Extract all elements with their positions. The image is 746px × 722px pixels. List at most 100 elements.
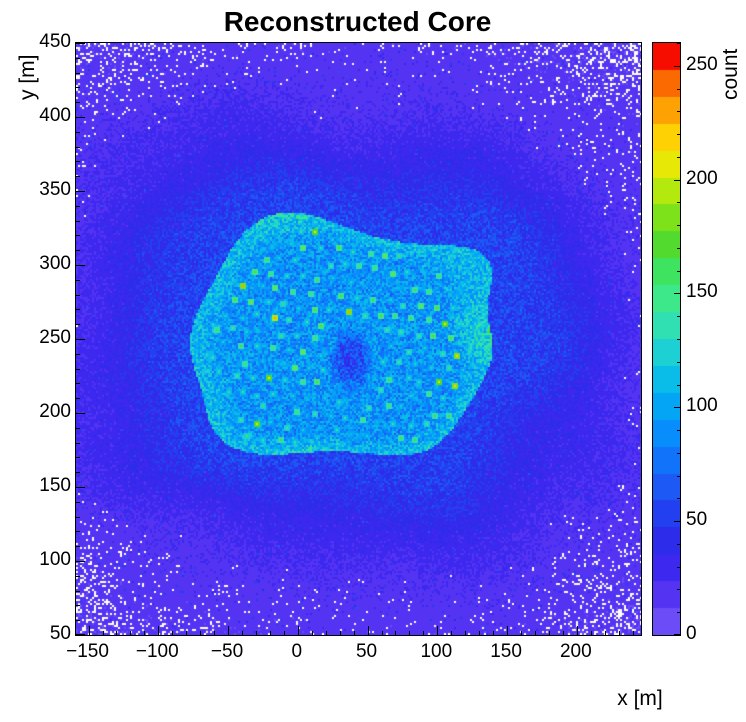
axis-tick	[605, 631, 606, 635]
axis-tick	[76, 73, 80, 74]
axis-tick	[451, 631, 452, 635]
axis-tick	[677, 202, 680, 203]
axis-tick	[76, 620, 80, 621]
axis-tick	[674, 293, 680, 294]
y-tick-label: 50	[49, 623, 71, 644]
axis-tick	[577, 626, 578, 635]
axis-tick	[677, 453, 680, 454]
axis-tick	[633, 631, 634, 635]
axis-tick	[368, 626, 369, 635]
axis-tick	[76, 634, 85, 635]
plot-frame	[75, 42, 642, 636]
axis-tick	[479, 631, 480, 635]
axis-tick	[76, 457, 80, 458]
axis-tick	[76, 413, 85, 414]
colorbar-tick-label: 250	[686, 53, 718, 75]
y-axis-label: y [m]	[16, 54, 39, 101]
axis-tick	[677, 567, 680, 568]
axis-tick	[76, 324, 80, 325]
y-tick-label: 300	[39, 253, 71, 274]
axis-tick	[76, 443, 80, 444]
axis-tick	[507, 626, 508, 635]
chart-title: Reconstructed Core	[223, 6, 492, 37]
axis-tick	[677, 89, 680, 90]
axis-tick	[535, 631, 536, 635]
axis-tick	[677, 225, 680, 226]
x-tick-label: 50	[355, 641, 378, 662]
heatmap-canvas	[76, 43, 641, 635]
axis-tick	[674, 180, 680, 181]
axis-tick	[76, 398, 80, 399]
axis-tick	[76, 117, 85, 118]
y-tick-label: 250	[39, 327, 71, 348]
axis-tick	[677, 498, 680, 499]
axis-tick	[144, 631, 145, 635]
axis-tick	[76, 517, 80, 518]
axis-tick	[493, 631, 494, 635]
axis-tick	[256, 631, 257, 635]
colorbar-tick-label: 100	[686, 395, 718, 417]
axis-tick	[76, 487, 85, 488]
x-tick-label: 150	[490, 641, 522, 662]
axis-tick	[158, 626, 159, 635]
axis-tick	[674, 521, 680, 522]
axis-tick	[228, 626, 229, 635]
axis-tick	[521, 631, 522, 635]
axis-tick	[76, 87, 80, 88]
axis-tick	[326, 631, 327, 635]
axis-tick	[76, 428, 80, 429]
x-tick-label: 100	[420, 641, 453, 662]
x-tick-label: 0	[291, 641, 303, 662]
x-axis-label: x [m]	[617, 687, 663, 710]
axis-tick	[76, 354, 80, 355]
x-tick-label: −100	[135, 641, 179, 662]
axis-tick	[76, 221, 80, 222]
axis-tick	[677, 362, 680, 363]
axis-tick	[76, 339, 85, 340]
axis-tick	[677, 589, 680, 590]
colorbar-tick-label: 200	[686, 167, 718, 189]
axis-tick	[395, 631, 396, 635]
axis-tick	[677, 157, 680, 158]
axis-tick	[76, 265, 85, 266]
axis-tick	[89, 626, 90, 635]
axis-tick	[76, 369, 80, 370]
colorbar-axis-label: count	[719, 48, 742, 100]
axis-tick	[76, 295, 80, 296]
axis-tick	[423, 631, 424, 635]
axis-tick	[619, 631, 620, 635]
axis-tick	[116, 631, 117, 635]
axis-tick	[677, 134, 680, 135]
axis-tick	[76, 383, 80, 384]
axis-tick	[186, 631, 187, 635]
axis-tick	[76, 502, 80, 503]
axis-tick	[549, 631, 550, 635]
axis-tick	[76, 472, 80, 473]
axis-tick	[76, 161, 80, 162]
axis-tick	[76, 206, 80, 207]
axis-tick	[677, 430, 680, 431]
axis-tick	[76, 605, 80, 606]
axis-tick	[103, 631, 104, 635]
colorbar	[652, 42, 681, 636]
x-tick-label: 200	[559, 641, 592, 662]
axis-tick	[409, 631, 410, 635]
axis-tick	[172, 631, 173, 635]
axis-tick	[677, 476, 680, 477]
colorbar-tick-label: 50	[686, 509, 708, 531]
axis-tick	[382, 631, 383, 635]
axis-tick	[76, 531, 80, 532]
axis-tick	[76, 132, 80, 133]
axis-tick	[677, 271, 680, 272]
axis-tick	[677, 43, 680, 44]
axis-tick	[677, 544, 680, 545]
axis-tick	[242, 631, 243, 635]
y-tick-label: 200	[39, 401, 71, 422]
y-tick-label: 450	[39, 31, 71, 52]
axis-tick	[76, 561, 85, 562]
axis-tick	[76, 147, 80, 148]
axis-tick	[677, 248, 680, 249]
axis-tick	[677, 385, 680, 386]
axis-tick	[591, 631, 592, 635]
axis-tick	[76, 591, 80, 592]
